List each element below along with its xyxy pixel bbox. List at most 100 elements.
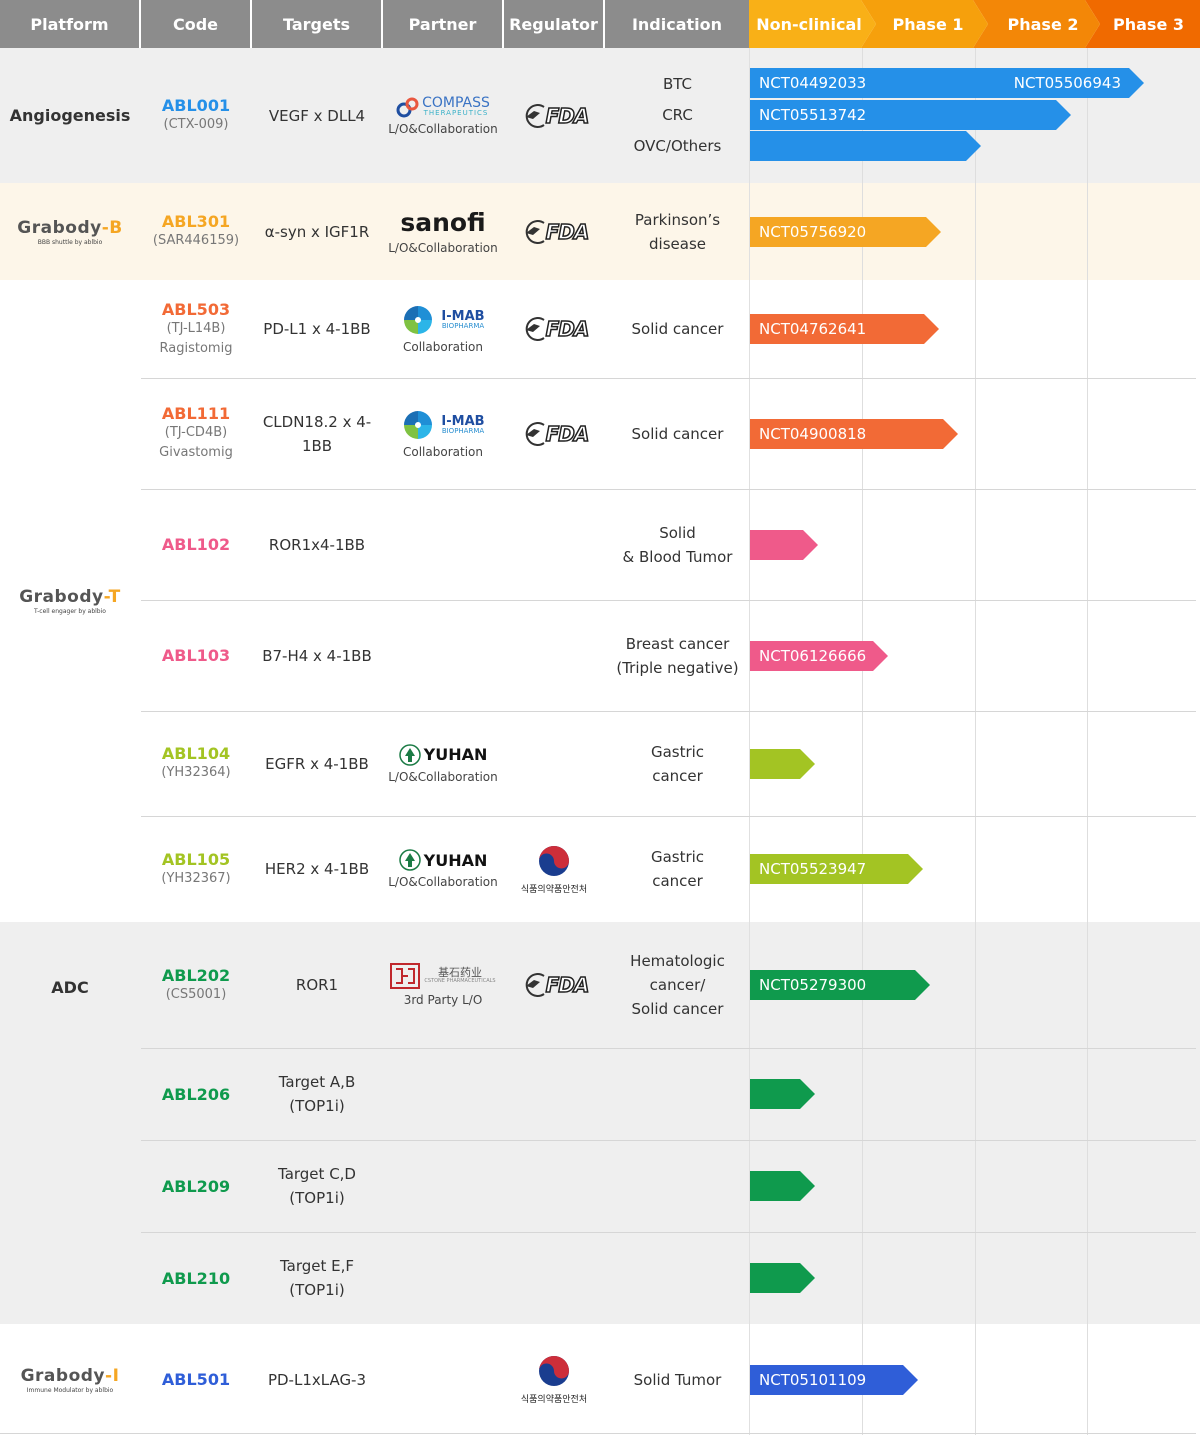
fda-mark: FDA	[520, 421, 590, 447]
target-cell: Target A,B (TOP1i)	[252, 1048, 382, 1140]
progress-bar: NCT05756920	[750, 217, 941, 247]
progress-arrow	[750, 530, 818, 560]
partner-cell: I-MAB BIOPHARMA Collaboration	[383, 378, 503, 489]
imab-name: I-MAB	[441, 413, 485, 429]
regulator-cell: FDA	[504, 48, 604, 183]
fda-logo: FDA	[520, 972, 590, 998]
imab-logo: I-MAB BIOPHARMA	[401, 409, 485, 441]
code-cell: ABL501	[141, 1324, 251, 1435]
cstone-wordmark: 基石药业 CSTONE PHARMACEUTICALS	[424, 967, 495, 985]
regulator-cell	[504, 1140, 604, 1232]
progress-bar: NCT04900818	[750, 419, 958, 449]
row-separator	[0, 1433, 1196, 1434]
trial-id: NCT05513742	[759, 106, 867, 124]
fda-mark: FDA	[520, 972, 590, 998]
mfds-wordmark: 식품의약품안전처	[520, 884, 588, 895]
progress-bar	[750, 131, 981, 161]
program-code: ABL111	[161, 404, 231, 423]
header-platform: Platform	[0, 0, 140, 48]
non-clinical-chevron	[749, 0, 876, 48]
indication-cell: Solid Tumor	[605, 1324, 750, 1435]
progress-bar: NCT05513742	[750, 100, 1071, 130]
partner-cell: YUHAN L/O&Collaboration	[383, 816, 503, 922]
band-grabody-i	[0, 1324, 1200, 1435]
regulator-cell	[504, 711, 604, 816]
code-cell: ABL104 (YH32364)	[141, 711, 251, 816]
fda-mark: FDA	[520, 316, 590, 342]
indication-text: Solid cancer	[631, 424, 724, 443]
partner-caption: L/O&Collaboration	[388, 875, 498, 889]
program-name: Givastomig	[159, 445, 233, 460]
imab-sub: BIOPHARMA	[441, 426, 485, 435]
indication-text: cancer/	[649, 976, 706, 994]
trial-id: NCT04492033	[759, 74, 867, 92]
row-separator	[141, 600, 1196, 601]
imab-name: I-MAB	[441, 309, 485, 324]
indication-cell: Breast cancer (Triple negative)	[605, 600, 750, 711]
target-cell: ROR1	[252, 922, 382, 1048]
code-cell: ABL105 (YH32367)	[141, 816, 251, 922]
compass-wordmark: COMPASS THERAPEUTICS	[422, 96, 490, 117]
regulator-cell: FDA	[504, 378, 604, 489]
phase-label-phase1: Phase 1	[892, 14, 964, 34]
taegeuk-icon	[539, 845, 569, 876]
partner-cell	[383, 1324, 503, 1435]
indication-text: Gastric	[650, 742, 705, 761]
partner-cell: YUHAN L/O&Collaboration	[383, 711, 503, 816]
regulator-cell	[504, 489, 604, 600]
indication-cell: Parkinson’s disease	[605, 183, 750, 280]
partner-cell: I-MAB BIOPHARMA Collaboration	[383, 280, 503, 378]
partner-cell: COMPASS THERAPEUTICS L/O&Collaboration	[383, 48, 503, 183]
indication-cell: Solid & Blood Tumor	[605, 489, 750, 600]
code-cell: ABL103	[141, 600, 251, 711]
trial-id: NCT05101109	[759, 1371, 867, 1389]
target-text: Target C,D	[278, 1165, 356, 1183]
row-separator	[141, 1232, 1196, 1233]
sanofi-wordmark: sanofi	[400, 208, 486, 237]
program-alias: (CS5001)	[165, 986, 227, 1002]
progress-arrow	[750, 1171, 815, 1201]
target-cell: HER2 x 4-1BB	[252, 816, 382, 922]
target-cell: B7-H4 x 4-1BB	[252, 600, 382, 711]
indication-cell: Gastric cancer	[605, 816, 750, 922]
progress-arrow	[750, 131, 981, 161]
yuhan-wordmark: YUHAN	[423, 850, 488, 870]
row-separator	[141, 489, 1196, 490]
progress-bar	[750, 1263, 815, 1293]
band-adc	[0, 922, 1200, 1324]
target-text: Target A,B	[278, 1073, 356, 1091]
trial-id: NCT05756920	[759, 223, 867, 241]
fda-mark: FDA	[520, 219, 590, 245]
grid-line-phase1	[862, 48, 863, 1435]
indication-cell	[605, 1048, 750, 1140]
indication-cell: Gastric cancer	[605, 711, 750, 816]
indication-text: & Blood Tumor	[622, 547, 733, 566]
code-cell: ABL111 (TJ-CD4B) Givastomig	[141, 378, 251, 489]
partner-caption: L/O&Collaboration	[388, 769, 498, 784]
indication-cell: Hematologic cancer/Solid cancer	[605, 922, 750, 1048]
compass-sub: THERAPEUTICS	[423, 109, 489, 117]
progress-arrow	[750, 749, 815, 779]
partner-cell	[383, 1232, 503, 1324]
grabody-i-logo: Grabody-I Immune Modulator by ablbio	[20, 1365, 120, 1394]
header-indication: Indication	[605, 0, 750, 48]
progress-arrow	[750, 641, 888, 671]
row-separator	[141, 711, 1196, 712]
progress-bar	[750, 749, 815, 779]
trial-id: NCT05506943	[1013, 74, 1121, 92]
header-code: Code	[141, 0, 251, 48]
fda-logo: FDA	[520, 103, 590, 129]
progress-bar: NCT06126666	[750, 641, 888, 671]
indication-text: Gastric	[650, 848, 705, 866]
target-text: B7-H4 x 4-1BB	[262, 646, 372, 665]
cstone-logo: 基石药业 CSTONE PHARMACEUTICALS	[390, 963, 496, 989]
indication-text: disease	[649, 234, 706, 253]
target-cell: CLDN18.2 x 4-1BB	[252, 378, 382, 489]
trial-id: NCT06126666	[759, 647, 867, 665]
program-alias: (SAR446159)	[152, 233, 240, 248]
indication-text: Parkinson’s	[634, 210, 721, 229]
indication-cell: Solid cancer	[605, 280, 750, 378]
program-code: ABL503	[161, 299, 231, 319]
target-text: (TOP1i)	[289, 1097, 345, 1115]
progress-bar: NCT05279300	[750, 970, 930, 1000]
